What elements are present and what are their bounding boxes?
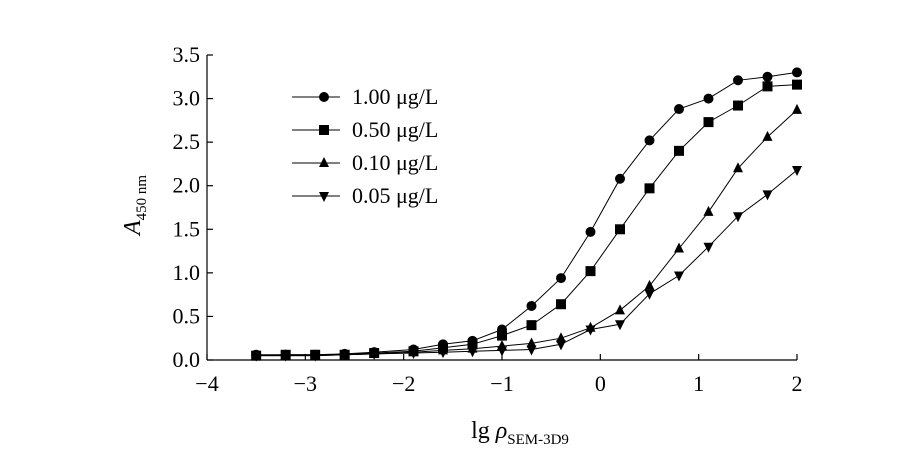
data-point	[585, 226, 596, 237]
data-point	[792, 166, 802, 177]
legend-item: 0.50 μg/L	[292, 117, 438, 142]
data-point	[556, 340, 566, 351]
data-point	[438, 348, 448, 359]
series-group	[251, 67, 802, 362]
legend: 1.00 μg/L 0.50 μg/L 0.10 μg/L 0.05 μg/L	[292, 84, 438, 208]
legend-label: 0.05 μg/L	[352, 183, 438, 208]
data-point	[733, 100, 743, 111]
data-point	[497, 330, 507, 341]
axes: −4 −3 −2 −1 0 1 2 0.0 0.5 1.0 1.5 2.0 2.5 3.0 3.5	[173, 42, 803, 396]
series-line	[256, 84, 798, 357]
data-point	[615, 304, 625, 315]
data-point	[556, 299, 566, 310]
data-point	[733, 162, 743, 173]
legend-item: 1.00 μg/L	[292, 84, 438, 109]
x-tick-label: −3	[294, 371, 317, 396]
x-axis-title-prefix: lg	[471, 418, 496, 444]
data-point	[674, 271, 684, 282]
data-point	[733, 75, 743, 86]
legend-item: 0.05 μg/L	[292, 183, 438, 208]
legend-label: 0.10 μg/L	[352, 150, 438, 175]
data-point	[644, 289, 655, 300]
data-point	[615, 320, 625, 331]
data-point	[703, 242, 714, 253]
x-tick-label: −2	[392, 371, 415, 396]
y-axis-title-symbol: A	[120, 220, 146, 237]
y-tick-label: 2.5	[173, 129, 201, 154]
y-tick-label: 1.5	[173, 216, 201, 241]
data-point	[408, 349, 419, 360]
data-point	[585, 266, 596, 277]
data-point	[674, 242, 684, 253]
data-point	[703, 93, 714, 104]
data-point	[310, 351, 321, 362]
data-point	[644, 135, 655, 146]
series-line	[256, 71, 798, 356]
y-tick-label: 1.0	[173, 260, 201, 285]
data-point	[526, 320, 537, 331]
y-tick-label: 2.0	[173, 173, 201, 198]
legend-marker	[319, 192, 329, 202]
y-tick-label: 0.0	[173, 347, 201, 372]
legend-label: 0.50 μg/L	[352, 117, 438, 142]
data-point	[792, 79, 802, 90]
data-point	[792, 67, 802, 78]
series-1	[251, 79, 802, 361]
y-tick-label: 3.0	[173, 86, 201, 111]
legend-marker	[319, 157, 329, 167]
x-tick-label: −4	[195, 371, 218, 396]
data-point	[762, 130, 773, 141]
y-tick-label: 0.5	[173, 303, 201, 328]
series-3	[251, 166, 802, 362]
series-line	[256, 109, 798, 357]
y-axis-title: A450 nm	[120, 175, 150, 237]
data-point	[526, 300, 537, 311]
x-tick-label: 1	[693, 371, 704, 396]
data-point	[526, 345, 537, 356]
data-point	[792, 103, 802, 114]
data-point	[674, 145, 684, 156]
data-point	[556, 332, 566, 343]
x-tick-label: 0	[595, 371, 606, 396]
x-axis-title-subscript: SEM-3D9	[507, 432, 569, 448]
data-point	[644, 183, 655, 194]
data-point	[280, 351, 291, 362]
data-point	[762, 190, 773, 201]
legend-marker	[319, 125, 329, 135]
legend-marker	[319, 92, 329, 102]
data-point	[733, 212, 743, 223]
data-point	[467, 347, 478, 358]
data-point	[556, 273, 566, 284]
data-point	[526, 337, 537, 348]
x-axis-title: lg ρSEM-3D9	[471, 418, 569, 448]
legend-label: 1.00 μg/L	[352, 84, 438, 109]
data-point	[615, 173, 625, 184]
data-point	[251, 351, 262, 362]
x-axis-title-symbol: ρ	[495, 418, 508, 444]
legend-item: 0.10 μg/L	[292, 150, 438, 175]
data-point	[585, 325, 596, 336]
data-point	[674, 104, 684, 115]
series-0	[251, 67, 802, 360]
data-point	[762, 81, 773, 92]
data-point	[615, 224, 625, 235]
data-point	[339, 350, 350, 361]
data-point	[703, 117, 714, 128]
data-point	[644, 279, 655, 290]
y-axis-title-subscript: 450 nm	[134, 175, 150, 221]
data-point	[497, 346, 507, 357]
data-point	[369, 349, 380, 360]
x-tick-label: −1	[490, 371, 513, 396]
y-tick-label: 3.5	[173, 42, 201, 67]
x-tick-label: 2	[792, 371, 803, 396]
data-point	[703, 205, 714, 216]
data-point	[762, 71, 773, 82]
